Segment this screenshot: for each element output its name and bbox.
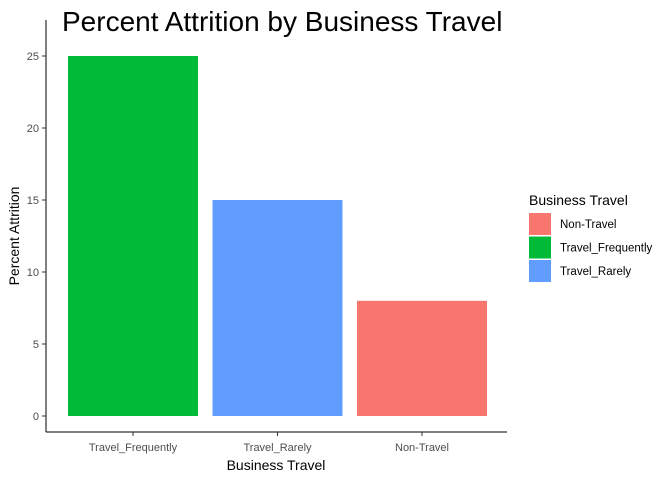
- legend-key-non-travel: [529, 213, 551, 235]
- y-tick-label: 20: [27, 123, 39, 135]
- legend-key-travel-frequently: [529, 236, 551, 259]
- legend-title: Business Travel: [529, 192, 628, 208]
- legend-key-travel-rarely: [529, 260, 551, 282]
- y-tick-label: 10: [27, 267, 39, 279]
- legend-label-non-travel: Non-Travel: [560, 219, 616, 231]
- x-tick-label: Non-Travel: [395, 442, 449, 454]
- legend: Business Travel Non-Travel Travel_Frequen…: [529, 192, 653, 282]
- bars-group: [68, 56, 487, 416]
- y-tick-label: 0: [33, 411, 39, 423]
- bar-non-travel: [357, 300, 487, 416]
- legend-label-travel-frequently: Travel_Frequently: [560, 243, 653, 255]
- x-tick-label: Travel_Rarely: [243, 442, 312, 454]
- y-tick-label: 5: [33, 339, 39, 351]
- bar-travel-rarely: [212, 200, 343, 416]
- y-tick-label: 25: [27, 51, 39, 63]
- x-tick-label: Travel_Frequently: [89, 442, 178, 454]
- y-tick-label: 15: [27, 195, 39, 207]
- bar-travel-frequently: [68, 56, 198, 416]
- chart-title: Percent Attrition by Business Travel: [62, 6, 502, 37]
- legend-label-travel-rarely: Travel_Rarely: [560, 266, 631, 278]
- y-ticks-group: 0 5 10 15 20 25: [27, 51, 46, 423]
- x-axis-title: Business Travel: [227, 457, 326, 473]
- y-axis-title: Percent Attrition: [6, 187, 22, 286]
- x-ticks-group: Travel_Frequently Travel_Rarely Non-Travel: [89, 432, 449, 454]
